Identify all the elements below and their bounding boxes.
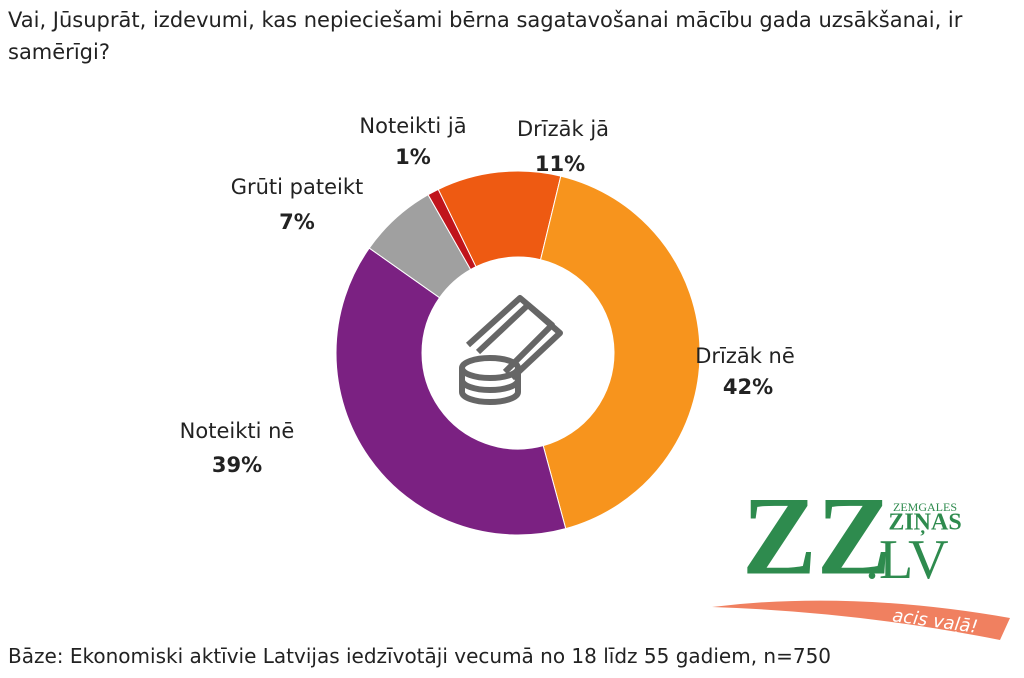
logo-name-top: ZEMGALES bbox=[893, 500, 957, 514]
slice-label: Drīzāk nē bbox=[695, 344, 795, 368]
logo-name-bottom: ZIŅAS bbox=[888, 510, 961, 537]
logo-swoosh bbox=[712, 600, 1010, 640]
logo-domain: .LV bbox=[865, 529, 949, 591]
slice-value-label: 42% bbox=[723, 375, 773, 399]
chart-title: Vai, Jūsuprāt, izdevumi, kas nepieciešam… bbox=[8, 8, 963, 64]
slice-label: Drīzāk jā bbox=[517, 117, 609, 141]
logo: ZZ .LV ZEMGALES ZIŅAS acis vaļā! bbox=[712, 475, 1010, 640]
slice-label: Noteikti jā bbox=[359, 114, 466, 138]
slice-value-label: 11% bbox=[535, 152, 585, 176]
donut-slice bbox=[427, 188, 477, 271]
slice-label: Noteikti nē bbox=[180, 419, 295, 443]
donut-slice bbox=[335, 247, 567, 536]
slice-value-label: 7% bbox=[279, 210, 315, 234]
logo-slogan: acis vaļā! bbox=[891, 605, 979, 638]
slice-label: Grūti pateikt bbox=[231, 175, 364, 199]
slice-value-label: 39% bbox=[212, 453, 262, 477]
logo-mark: ZZ bbox=[742, 475, 891, 599]
donut bbox=[335, 170, 701, 536]
slice-value-label: 1% bbox=[395, 145, 431, 169]
footnote: Bāze: Ekonomiski aktīvie Latvijas iedzīv… bbox=[8, 644, 832, 668]
donut-slice bbox=[539, 175, 701, 530]
center-icon bbox=[459, 295, 563, 405]
chart: ZZ .LV ZEMGALES ZIŅAS acis vaļā! Drīzāk … bbox=[180, 114, 1010, 640]
